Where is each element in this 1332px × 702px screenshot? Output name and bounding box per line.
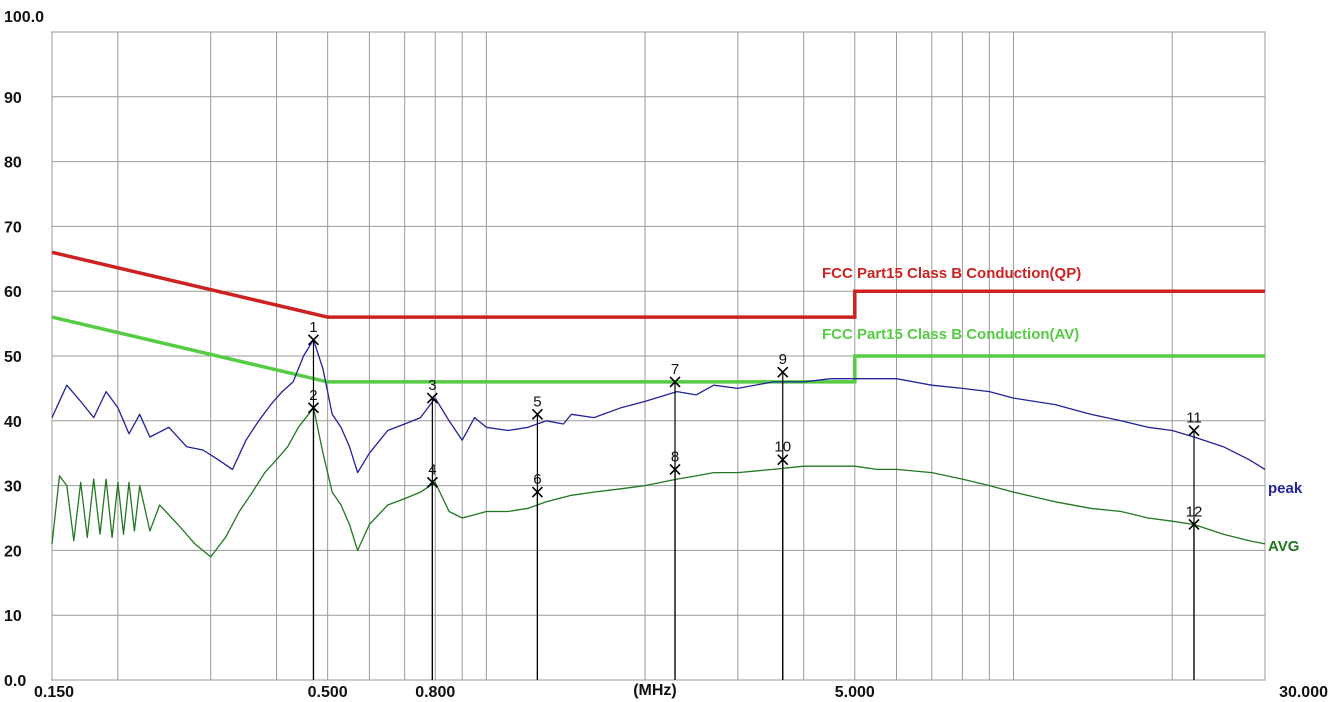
avg-trace [51, 407, 1266, 558]
qp-limit-line [51, 250, 1265, 319]
marker-label: 7 [671, 361, 679, 378]
legend-avg: AVG [1268, 538, 1299, 555]
x-tick-label: 0.800 [415, 684, 455, 701]
marker-cross [669, 463, 681, 475]
y-tick-label: 30 [4, 479, 22, 496]
legend-peak: peak [1268, 480, 1303, 497]
marker-8: 8 [669, 448, 681, 680]
marker-cross [531, 486, 543, 498]
marker-label: 11 [1186, 410, 1202, 427]
x-axis-ticks: (MHz) 0.150 0.500 0.800 5.000 30.000 [34, 682, 1328, 701]
marker-cross [307, 402, 320, 414]
marker-label: 12 [1186, 503, 1203, 520]
marker-cross [426, 392, 438, 404]
av-limit-line [51, 315, 1265, 384]
legend-av-limit: FCC Part15 Class B Conduction(AV) [822, 326, 1079, 343]
marker-4: 4 [426, 461, 438, 680]
trace-series [51, 339, 1266, 558]
marker-cross [307, 334, 320, 346]
marker-cross [1188, 518, 1200, 531]
limit-lines [51, 250, 1265, 384]
marker-cross [669, 376, 681, 388]
y-tick-label: 100.0 [4, 9, 44, 26]
y-tick-label: 60 [4, 284, 22, 301]
marker-label: 6 [533, 471, 541, 488]
x-tick-label: 5.000 [835, 684, 875, 701]
legend-qp-limit: FCC Part15 Class B Conduction(QP) [822, 265, 1081, 282]
x-axis-unit: (MHz) [633, 682, 677, 699]
marker-cross [777, 366, 789, 378]
y-tick-label: 10 [4, 608, 22, 625]
x-tick-label: 0.500 [308, 684, 348, 701]
marker-cross [426, 476, 438, 488]
marker-label: 5 [533, 393, 541, 410]
marker-label: 4 [428, 461, 436, 478]
y-tick-label: 40 [4, 414, 22, 431]
marker-label: 9 [779, 351, 787, 368]
marker-label: 2 [309, 387, 317, 404]
y-tick-label: 20 [4, 543, 22, 560]
marker-cross [777, 454, 789, 466]
y-axis-ticks: 0.0 10 20 30 40 50 60 70 80 90 100.0 [4, 9, 44, 690]
marker-12: 12 [1186, 503, 1203, 680]
y-tick-label: 0.0 [4, 673, 26, 690]
marker-6: 6 [531, 471, 543, 680]
x-tick-label: 0.150 [34, 684, 74, 701]
marker-label: 8 [671, 448, 679, 465]
marker-label: 3 [428, 377, 436, 394]
y-tick-label: 50 [4, 349, 22, 366]
x-tick-label: 30.000 [1279, 684, 1328, 701]
y-tick-label: 70 [4, 219, 22, 236]
marker-cross [531, 408, 543, 420]
peak-trace [51, 339, 1266, 474]
legend: FCC Part15 Class B Conduction(QP) FCC Pa… [822, 265, 1303, 555]
marker-label: 1 [309, 319, 317, 336]
marker-cross [1188, 424, 1200, 437]
marker-label: 10 [774, 439, 791, 456]
marker-10: 10 [774, 439, 791, 680]
y-tick-label: 90 [4, 90, 22, 107]
y-tick-label: 80 [4, 155, 22, 172]
marker-2: 2 [307, 387, 320, 680]
